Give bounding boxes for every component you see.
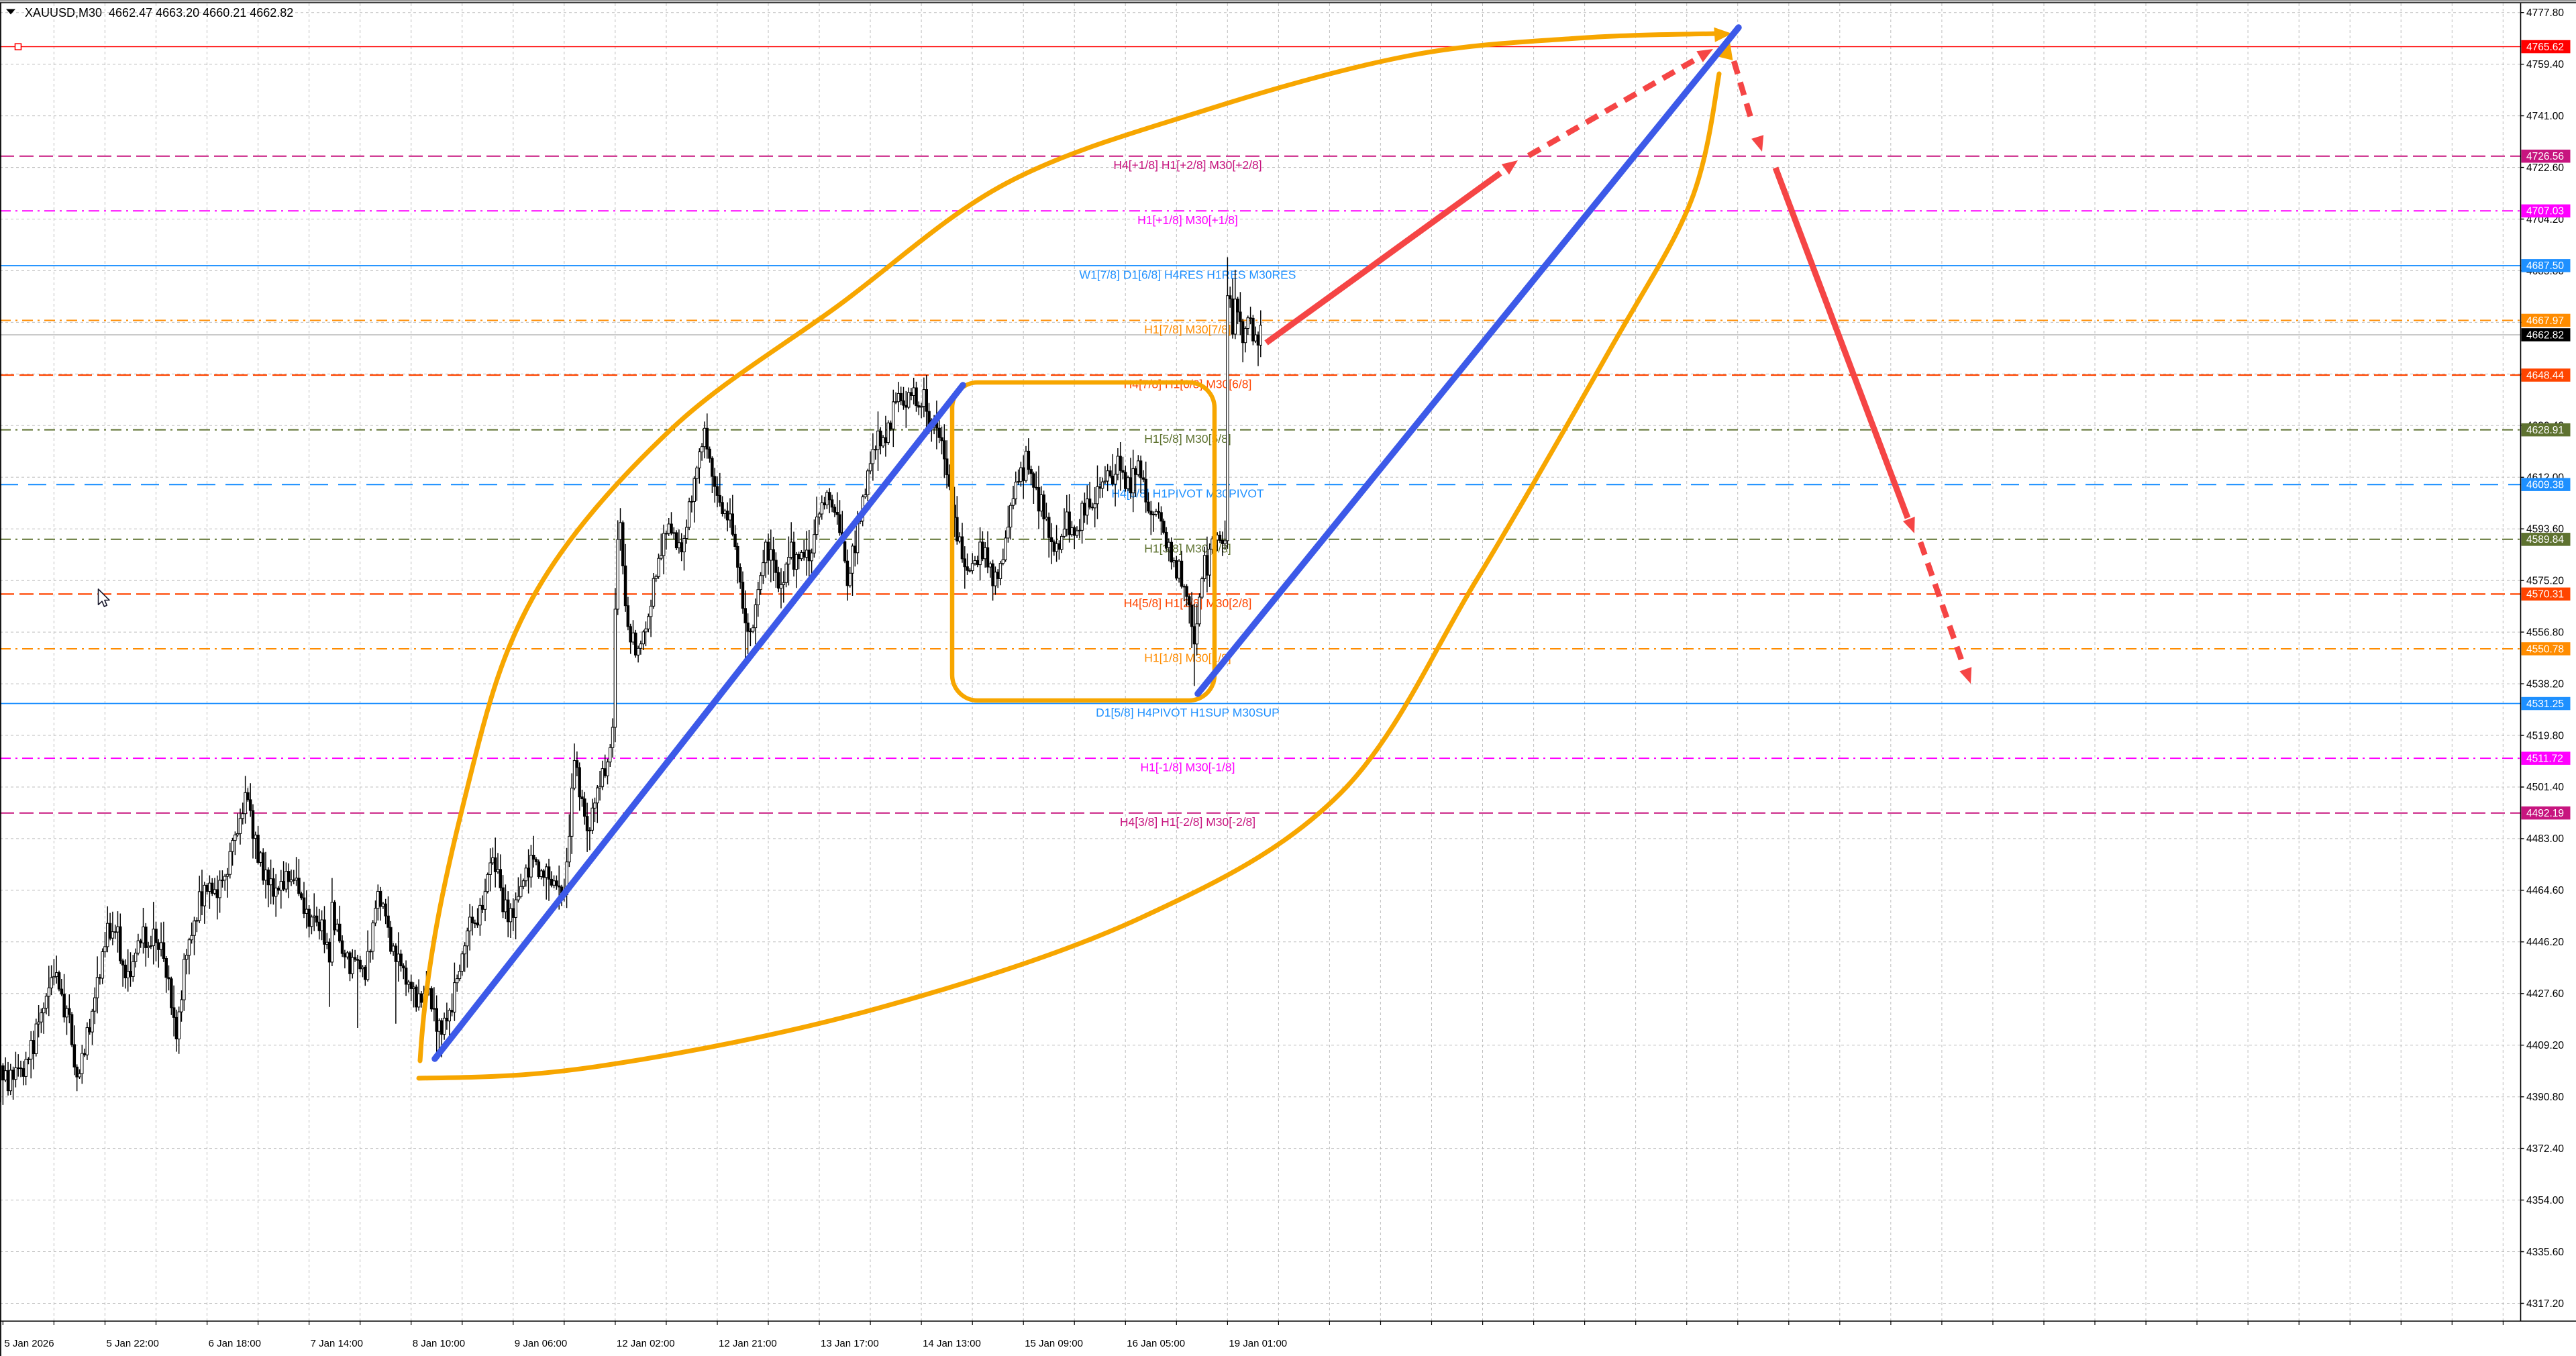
svg-text:H4[5/8] H1[2/8] M30[2/8]: H4[5/8] H1[2/8] M30[2/8] — [1124, 596, 1252, 610]
svg-text:4556.80: 4556.80 — [2526, 627, 2564, 638]
svg-text:H1[-1/8] M30[-1/8]: H1[-1/8] M30[-1/8] — [1140, 761, 1235, 774]
svg-text:5 Jan 2026: 5 Jan 2026 — [4, 1338, 54, 1349]
svg-text:4726.56: 4726.56 — [2526, 151, 2564, 162]
svg-text:H4[+1/8] H1[+2/8] M30[+2/8]: H4[+1/8] H1[+2/8] M30[+2/8] — [1113, 158, 1261, 172]
svg-text:H1[1/8] M30[1/8]: H1[1/8] M30[1/8] — [1144, 651, 1231, 665]
svg-text:4575.20: 4575.20 — [2526, 576, 2564, 587]
svg-text:12 Jan 21:00: 12 Jan 21:00 — [719, 1338, 777, 1349]
svg-text:H1[+1/8] M30[+1/8]: H1[+1/8] M30[+1/8] — [1137, 213, 1238, 227]
svg-text:4589.84: 4589.84 — [2526, 534, 2564, 545]
svg-text:4511.72: 4511.72 — [2526, 753, 2563, 764]
svg-text:4765.62: 4765.62 — [2526, 42, 2564, 53]
svg-text:W1[7/8] D1[6/8] H4RES H1RES M3: W1[7/8] D1[6/8] H4RES H1RES M30RES — [1080, 268, 1296, 281]
svg-text:15 Jan 09:00: 15 Jan 09:00 — [1025, 1338, 1083, 1349]
svg-text:14 Jan 13:00: 14 Jan 13:00 — [923, 1338, 981, 1349]
svg-text:XAUUSD,M30 4662.47 4663.20 46: XAUUSD,M30 4662.47 4663.20 4660.21 4662.… — [25, 6, 293, 19]
svg-text:19 Jan 01:00: 19 Jan 01:00 — [1229, 1338, 1287, 1349]
svg-text:4707.03: 4707.03 — [2526, 206, 2564, 217]
svg-text:4409.20: 4409.20 — [2526, 1040, 2564, 1051]
svg-text:8 Jan 10:00: 8 Jan 10:00 — [413, 1338, 465, 1349]
svg-text:4335.60: 4335.60 — [2526, 1247, 2564, 1258]
svg-text:16 Jan 05:00: 16 Jan 05:00 — [1127, 1338, 1185, 1349]
svg-text:H1[5/8] M30[5/8]: H1[5/8] M30[5/8] — [1144, 432, 1231, 446]
svg-text:H1[7/8] M30[7/8]: H1[7/8] M30[7/8] — [1144, 323, 1231, 336]
svg-text:4759.40: 4759.40 — [2526, 59, 2564, 70]
svg-text:4593.60: 4593.60 — [2526, 524, 2564, 535]
svg-text:4667.97: 4667.97 — [2526, 315, 2564, 327]
svg-text:4390.80: 4390.80 — [2526, 1092, 2564, 1103]
svg-text:6 Jan 18:00: 6 Jan 18:00 — [209, 1338, 261, 1349]
svg-text:4777.80: 4777.80 — [2526, 7, 2564, 19]
svg-text:4687.50: 4687.50 — [2526, 260, 2564, 272]
svg-text:4570.31: 4570.31 — [2526, 589, 2564, 601]
svg-text:4501.40: 4501.40 — [2526, 782, 2564, 793]
svg-text:H4[6/8] H1PIVOT M30PIVOT: H4[6/8] H1PIVOT M30PIVOT — [1111, 487, 1264, 501]
svg-text:4446.20: 4446.20 — [2526, 937, 2564, 948]
svg-text:4550.78: 4550.78 — [2526, 643, 2564, 655]
svg-text:4609.38: 4609.38 — [2526, 480, 2564, 491]
svg-text:9 Jan 06:00: 9 Jan 06:00 — [515, 1338, 567, 1349]
svg-text:4531.25: 4531.25 — [2526, 698, 2564, 710]
svg-text:4519.80: 4519.80 — [2526, 730, 2564, 741]
svg-text:5 Jan 22:00: 5 Jan 22:00 — [107, 1338, 159, 1349]
svg-text:4538.20: 4538.20 — [2526, 678, 2564, 690]
svg-text:4628.91: 4628.91 — [2526, 425, 2564, 436]
svg-text:12 Jan 02:00: 12 Jan 02:00 — [617, 1338, 675, 1349]
svg-text:4648.44: 4648.44 — [2526, 370, 2564, 381]
svg-text:4483.00: 4483.00 — [2526, 833, 2564, 845]
svg-text:4722.60: 4722.60 — [2526, 162, 2564, 174]
svg-text:4492.19: 4492.19 — [2526, 808, 2564, 819]
svg-text:4662.82: 4662.82 — [2526, 329, 2564, 341]
svg-text:H1[3/8] M30[3/8]: H1[3/8] M30[3/8] — [1144, 541, 1231, 555]
svg-text:7 Jan 14:00: 7 Jan 14:00 — [311, 1338, 363, 1349]
svg-text:H4[3/8] H1[-2/8] M30[-2/8]: H4[3/8] H1[-2/8] M30[-2/8] — [1120, 815, 1255, 829]
svg-text:13 Jan 17:00: 13 Jan 17:00 — [821, 1338, 879, 1349]
svg-text:D1[5/8] H4PIVOT H1SUP M30SUP: D1[5/8] H4PIVOT H1SUP M30SUP — [1096, 706, 1280, 719]
svg-text:4354.00: 4354.00 — [2526, 1195, 2564, 1206]
svg-text:4741.00: 4741.00 — [2526, 111, 2564, 122]
svg-text:4464.60: 4464.60 — [2526, 885, 2564, 896]
svg-text:4427.60: 4427.60 — [2526, 988, 2564, 1000]
svg-text:4372.40: 4372.40 — [2526, 1143, 2564, 1155]
svg-text:4317.20: 4317.20 — [2526, 1298, 2564, 1310]
